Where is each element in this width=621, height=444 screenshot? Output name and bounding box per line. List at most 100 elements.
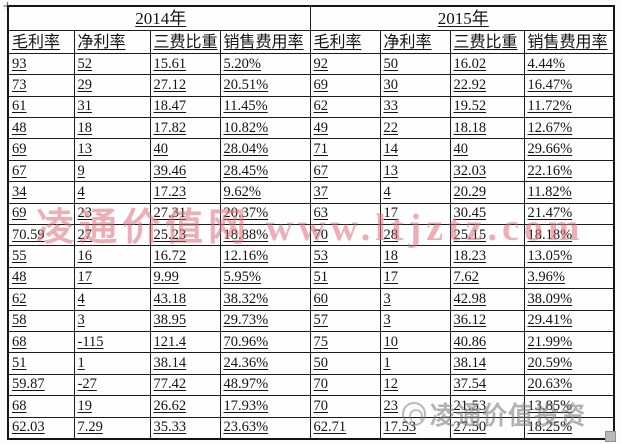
col-header-expense-ratio-2015: 三费比重 bbox=[449, 30, 525, 54]
cell: 38.95 bbox=[149, 309, 221, 332]
cell: 30 bbox=[379, 74, 451, 97]
cell: 13 bbox=[379, 159, 451, 183]
cell: 5.95% bbox=[219, 266, 311, 290]
cell-value: 19.52 bbox=[453, 98, 487, 115]
cell: 57 bbox=[309, 309, 381, 332]
cell-value: 62.03 bbox=[12, 419, 45, 436]
cell: 20.29 bbox=[449, 181, 525, 204]
cell-value: 16.47% bbox=[527, 76, 573, 93]
cell-value: 25.15 bbox=[453, 226, 487, 243]
cell-value: 48 bbox=[12, 119, 27, 136]
cell-value: 73 bbox=[12, 76, 27, 93]
cell: 68 bbox=[7, 395, 75, 418]
cell-value: 20.51% bbox=[223, 76, 269, 93]
cell-value: 53 bbox=[313, 248, 329, 265]
cell-value: 68 bbox=[12, 397, 27, 414]
col-header-sales-expense-2014: 销售费用率 bbox=[219, 30, 311, 54]
cell: 48 bbox=[7, 117, 75, 140]
cell-value: 16.72 bbox=[153, 248, 187, 265]
cell-value: 18.18 bbox=[453, 119, 487, 136]
cell: 11.72% bbox=[523, 95, 615, 119]
cell: 21.99% bbox=[523, 330, 615, 354]
cell-value: 30.45 bbox=[453, 205, 487, 222]
cell: 62 bbox=[309, 95, 381, 119]
cell: 16.72 bbox=[149, 245, 221, 268]
cell: 5.20% bbox=[219, 52, 311, 76]
cell: 49 bbox=[309, 117, 381, 140]
cell: 16 bbox=[73, 245, 151, 268]
cell-value: 18.47 bbox=[153, 98, 187, 115]
cell-value: 48.97% bbox=[223, 376, 269, 393]
cell: 33 bbox=[379, 95, 451, 119]
cell: 32.03 bbox=[449, 159, 525, 183]
cell: 3.96% bbox=[523, 266, 615, 290]
table-row: 93 52 15.61 5.20% 92 50 16.02 4.44% bbox=[7, 52, 615, 76]
cell-value: 52 bbox=[77, 55, 93, 72]
cell-value: 3 bbox=[383, 290, 391, 307]
cell-value: 16 bbox=[77, 248, 93, 265]
cell: 92 bbox=[309, 52, 381, 76]
cell: 4 bbox=[379, 181, 451, 204]
cell: 17.23 bbox=[149, 181, 221, 204]
cell-value: 27.50 bbox=[453, 419, 487, 436]
cell: 3 bbox=[379, 309, 451, 332]
cell-value: 22.16% bbox=[527, 162, 573, 179]
year-header-label: 2014年 bbox=[135, 9, 187, 29]
cell: 24.36% bbox=[219, 352, 311, 375]
cell-value: 13 bbox=[77, 141, 93, 158]
cell-value: 71 bbox=[313, 141, 329, 158]
cell: 18.25% bbox=[523, 416, 615, 440]
cell-value: 62.71 bbox=[313, 419, 347, 436]
cell-value: 67 bbox=[313, 162, 329, 179]
cell: 15.61 bbox=[149, 52, 221, 76]
cell-value: 20.63% bbox=[527, 376, 573, 393]
cell-value: 12.16% bbox=[223, 248, 269, 265]
cell: 7.62 bbox=[449, 266, 525, 290]
cell-value: 67 bbox=[12, 162, 27, 179]
cell-value: 38.14 bbox=[153, 355, 187, 372]
cell: 7.29 bbox=[73, 416, 151, 440]
cell: 29.41% bbox=[523, 309, 615, 332]
cell: 62.71 bbox=[309, 416, 381, 440]
cell: 93 bbox=[7, 52, 75, 76]
cell-value: 4 bbox=[383, 183, 391, 200]
cell: 40.86 bbox=[449, 330, 525, 354]
cell-value: 17.93% bbox=[223, 397, 269, 414]
cell-value: 23.63% bbox=[223, 419, 269, 436]
cell: 48.97% bbox=[219, 373, 311, 397]
cell: 58 bbox=[7, 309, 75, 332]
cell-value: 9.62% bbox=[223, 183, 261, 200]
cell-value: 13.05% bbox=[527, 248, 573, 265]
table-row: 34 4 17.23 9.62% 37 4 20.29 11.82% bbox=[7, 181, 615, 204]
cell: 27 bbox=[73, 223, 151, 247]
cell-value: 70.59 bbox=[12, 226, 45, 243]
cell-value: 51 bbox=[12, 355, 27, 372]
cell: 37 bbox=[309, 181, 381, 204]
table-resize-handle[interactable] bbox=[605, 431, 616, 442]
cell-value: 22.92 bbox=[453, 76, 487, 93]
cell: 67 bbox=[7, 159, 75, 183]
cell-value: 57 bbox=[313, 312, 329, 329]
cell: 36.12 bbox=[449, 309, 525, 332]
col-header-net-margin-2014: 净利率 bbox=[73, 30, 151, 54]
cell-value: -27 bbox=[77, 376, 97, 393]
cell-value: 18.18% bbox=[527, 226, 573, 243]
financial-ratios-table: 2014年 2015年 毛利率 净利率 三费比重 销售费用率 毛利率 净利率 三… bbox=[7, 5, 615, 440]
cell: 40 bbox=[449, 138, 525, 161]
cell: 53 bbox=[309, 245, 381, 268]
table-row: 62.03 7.29 35.33 23.63% 62.71 17.53 27.50 18.25… bbox=[7, 416, 615, 440]
cell-value: 11.72% bbox=[527, 98, 572, 115]
cell: 18 bbox=[379, 245, 451, 268]
cell-value: 34 bbox=[12, 183, 27, 200]
cell-value: 18 bbox=[383, 248, 399, 265]
cell: 68 bbox=[7, 330, 75, 354]
cell: 23 bbox=[73, 202, 151, 226]
cell: 23.63% bbox=[219, 416, 311, 440]
cell: 43.18 bbox=[149, 288, 221, 311]
year-header-2014: 2014年 bbox=[7, 5, 311, 32]
cell-value: 21.53 bbox=[453, 397, 487, 414]
cell-value: 4 bbox=[77, 290, 85, 307]
cell-value: 59.87 bbox=[12, 376, 45, 393]
cell: 12.67% bbox=[523, 117, 615, 140]
cell: 59.87 bbox=[7, 373, 75, 397]
